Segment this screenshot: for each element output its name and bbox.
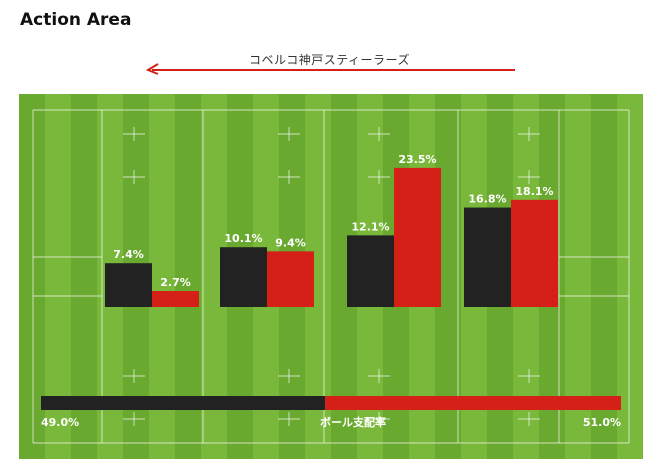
bar: [464, 207, 511, 307]
possession-left: [41, 396, 326, 410]
possession-left-label: 49.0%: [41, 416, 79, 429]
bar: [394, 167, 441, 307]
data-label: 12.1%: [351, 220, 389, 233]
rugby-field: 7.4% 10.1% 12.1% 16.8% 2.7% 9.4% 23.5% 18.1% 49…: [19, 94, 643, 459]
bar: [105, 263, 152, 307]
bar: [152, 291, 199, 307]
field-lines: [32, 109, 630, 444]
team-name: コベルコ神戸スティーラーズ: [249, 53, 410, 67]
data-label: 18.1%: [515, 185, 553, 198]
possession-right-label: 51.0%: [583, 416, 621, 429]
data-label: 16.8%: [468, 193, 506, 206]
possession-title: ボール支配率: [320, 415, 386, 429]
bar: [347, 235, 394, 307]
data-label: 23.5%: [398, 153, 436, 166]
data-label: 10.1%: [224, 232, 262, 245]
bar: [220, 247, 267, 307]
bar: [511, 199, 558, 307]
bar-series: 7.4% 10.1% 12.1% 16.8% 2.7% 9.4% 23.5% 18.1%: [105, 153, 558, 307]
possession-bar: 49.0% 51.0% ボール支配率: [41, 396, 621, 429]
chart-title: Action Area: [20, 10, 132, 30]
possession-right: [325, 396, 621, 410]
bar: [267, 251, 314, 307]
grass-stripe: [617, 94, 643, 459]
data-label: 9.4%: [275, 236, 306, 249]
data-label: 2.7%: [160, 276, 191, 289]
data-label: 7.4%: [113, 248, 144, 261]
attack-direction-arrow: [145, 63, 515, 75]
